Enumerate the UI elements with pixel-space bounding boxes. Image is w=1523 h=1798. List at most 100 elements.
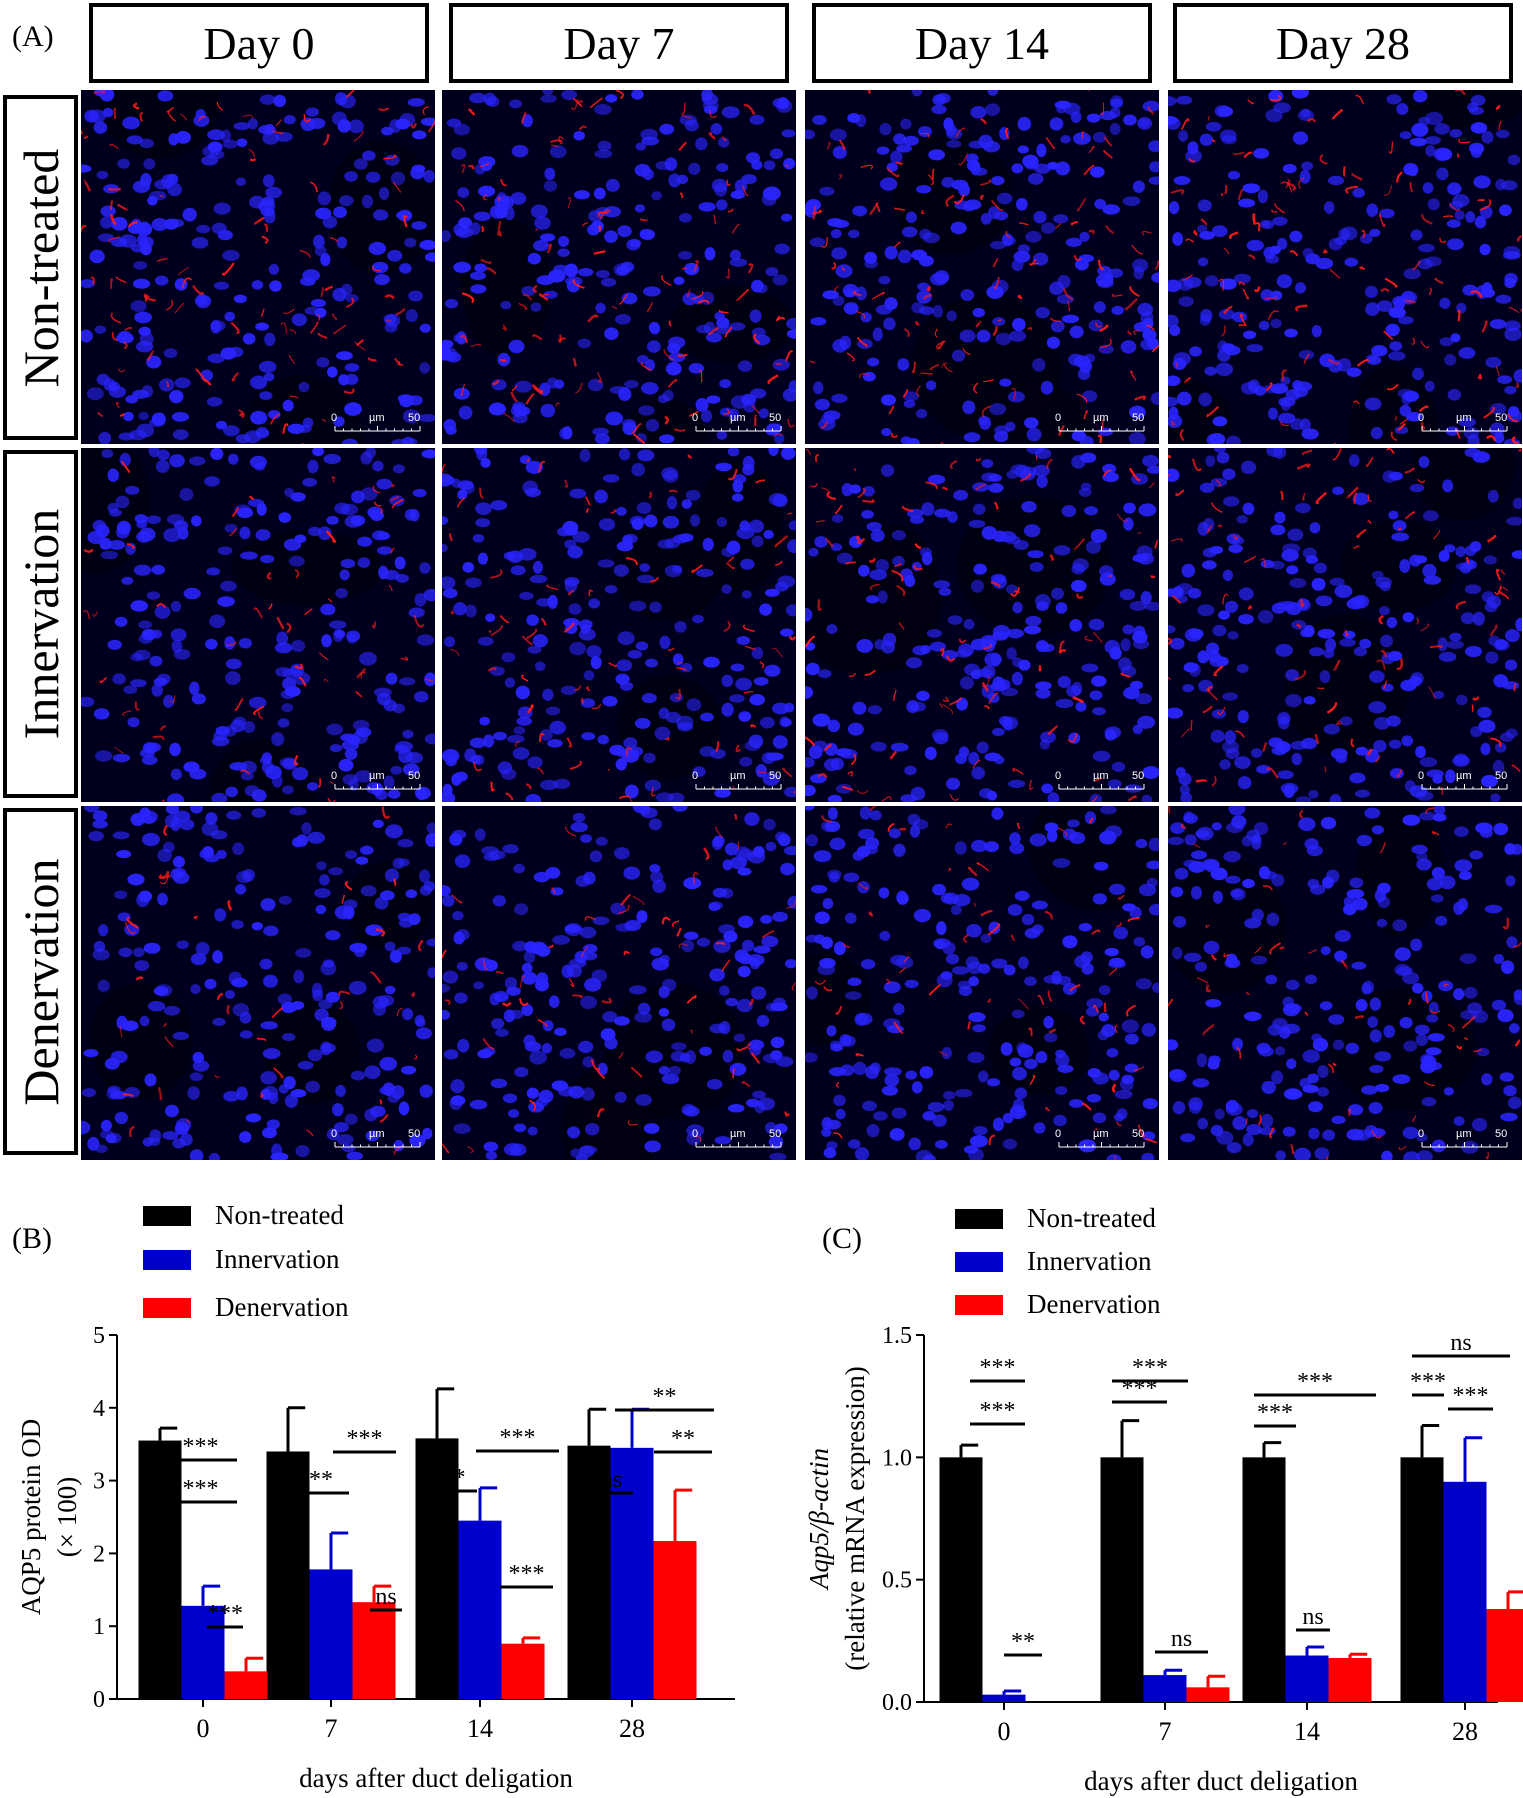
significance-label: **: [653, 1384, 677, 1410]
legend-label: Denervation: [215, 1292, 349, 1322]
bar: [266, 1451, 310, 1699]
scalebar-start: 0: [1055, 412, 1062, 424]
legend-label: Denervation: [1027, 1289, 1161, 1319]
bar: [610, 1447, 654, 1699]
significance-label: ns: [1450, 1330, 1471, 1356]
legend-c-innervation: Innervation: [955, 1246, 1151, 1277]
scalebar-end: 50: [1132, 412, 1145, 424]
scalebar-end: 50: [408, 770, 421, 782]
bar: [1486, 1609, 1523, 1702]
scalebar-end: 50: [769, 1128, 782, 1140]
y-tick-label: 3: [93, 1469, 105, 1495]
x-tick-label: 28: [1452, 1717, 1478, 1746]
micrograph: 0 µm 50: [81, 448, 435, 802]
significance-label: ***: [207, 1601, 243, 1627]
x-tick-label: 0: [197, 1714, 210, 1743]
significance-label: ***: [183, 1434, 219, 1460]
significance-label: ***: [1453, 1383, 1489, 1409]
scalebar-start: 0: [692, 1128, 699, 1140]
significance-label: ***: [1257, 1400, 1293, 1426]
scalebar-start: 0: [1418, 1128, 1425, 1140]
bar: [1242, 1457, 1286, 1702]
scalebar-unit: µm: [369, 770, 385, 782]
y-axis-label-secondary: (× 100): [52, 1477, 82, 1557]
legend-b-innervation: Innervation: [143, 1244, 339, 1275]
bar: [224, 1671, 268, 1699]
legend-c-non-treated: Non-treated: [955, 1203, 1156, 1234]
micrograph: 0 µm 50: [1168, 806, 1522, 1160]
x-tick-label: 7: [1159, 1717, 1172, 1746]
scalebar-end: 50: [408, 412, 421, 424]
significance-label: ***: [183, 1476, 219, 1502]
column-header: Day 14: [812, 3, 1152, 83]
micrograph: 0 µm 50: [1168, 90, 1522, 444]
micrograph: 0 µm 50: [81, 806, 435, 1160]
significance-label: ***: [347, 1426, 383, 1452]
y-tick-label: 5: [93, 1323, 105, 1349]
significance-label: ns: [1302, 1604, 1323, 1630]
significance-label: ns: [1171, 1626, 1192, 1652]
scalebar-start: 0: [1418, 770, 1425, 782]
bar: [982, 1694, 1026, 1702]
scalebar-unit: µm: [1093, 770, 1109, 782]
micrograph: 0 µm 50: [81, 90, 435, 444]
bar: [309, 1569, 353, 1699]
scalebar-start: 0: [331, 412, 338, 424]
bar: [1100, 1457, 1144, 1702]
row-header-label: Denervation: [12, 857, 69, 1106]
bar: [352, 1602, 396, 1699]
bar: [458, 1520, 502, 1699]
bar: [1400, 1457, 1444, 1702]
y-tick-label: 2: [93, 1541, 105, 1567]
legend-swatch-non-treated: [955, 1208, 1003, 1229]
row-header: Denervation: [3, 808, 78, 1155]
bar: [1328, 1657, 1372, 1702]
y-tick-label: 1: [93, 1614, 105, 1640]
scalebar-unit: µm: [730, 1128, 746, 1140]
y-tick-label: 4: [93, 1396, 105, 1422]
x-tick-label: 7: [325, 1714, 338, 1743]
micrograph: 0 µm 50: [805, 448, 1159, 802]
legend-c-denervation: Denervation: [955, 1289, 1160, 1320]
row-header: Innervation: [3, 450, 78, 798]
significance-label: ***: [1132, 1355, 1168, 1381]
panel-c-label: (C): [822, 1222, 862, 1255]
x-tick-label: 28: [619, 1714, 645, 1743]
column-header-label: Day 7: [563, 17, 675, 69]
micrograph: 0 µm 50: [442, 90, 796, 444]
legend-swatch-denervation: [143, 1297, 191, 1318]
scalebar-start: 0: [692, 412, 699, 424]
bar: [1143, 1675, 1187, 1702]
legend-swatch-denervation: [955, 1294, 1003, 1315]
bar: [939, 1457, 983, 1702]
chart-aqp5-mrna: 0.0 0.5 1.0 1.5 0 7 14 28 days after duct deliga…: [804, 1323, 1523, 1796]
micrograph: 0 µm 50: [442, 448, 796, 802]
scalebar-end: 50: [1495, 1128, 1508, 1140]
bar: [501, 1643, 545, 1699]
bar: [1186, 1687, 1230, 1702]
scalebar-start: 0: [331, 1128, 338, 1140]
column-header-label: Day 0: [203, 17, 315, 69]
x-axis-label: days after duct deligation: [1084, 1766, 1358, 1796]
scalebar-start: 0: [1418, 412, 1425, 424]
y-tick-label: 1.0: [882, 1445, 912, 1471]
significance-label: ***: [980, 1398, 1016, 1424]
micrograph: 0 µm 50: [805, 806, 1159, 1160]
row-header: Non-treated: [3, 95, 78, 440]
y-axis-label: AQP5 protein OD: [16, 1419, 46, 1616]
significance-label: ns: [375, 1584, 396, 1610]
legend-label: Non-treated: [215, 1200, 344, 1230]
column-header: Day 7: [449, 3, 789, 83]
legend-swatch-innervation: [955, 1251, 1003, 1272]
row-header-label: Non-treated: [12, 148, 69, 387]
x-axis-label: days after duct deligation: [299, 1763, 573, 1793]
scalebar-unit: µm: [1456, 770, 1472, 782]
panel-b-label: (B): [12, 1222, 52, 1255]
y-tick-label: 0.0: [882, 1690, 912, 1716]
legend-label: Non-treated: [1027, 1203, 1156, 1233]
bar: [181, 1605, 225, 1699]
scalebar-unit: µm: [1093, 1128, 1109, 1140]
column-header: Day 0: [89, 3, 429, 83]
legend-label: Innervation: [1027, 1246, 1152, 1276]
significance-label: **: [309, 1467, 333, 1493]
